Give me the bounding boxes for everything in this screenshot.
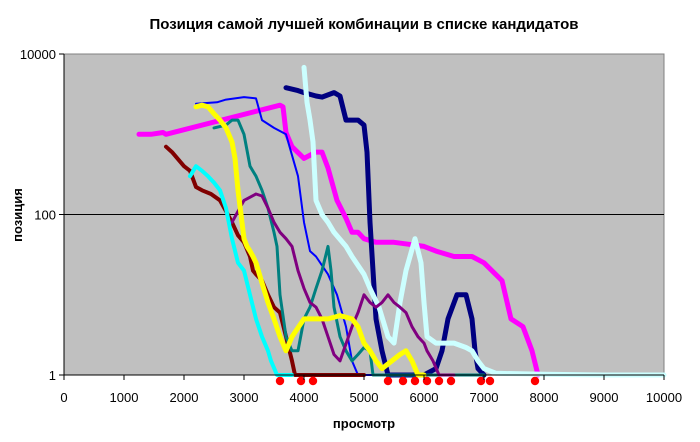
series-line-5 bbox=[164, 144, 366, 377]
marker-point-12 bbox=[530, 376, 540, 386]
y-tick-label-100: 100 bbox=[34, 208, 56, 223]
series-line-9 bbox=[188, 164, 294, 377]
y-axis-label: позиция bbox=[10, 188, 25, 242]
x-tick-label-9000: 9000 bbox=[590, 390, 619, 405]
marker-point-3 bbox=[308, 376, 318, 386]
x-tick-label-10000: 10000 bbox=[646, 390, 682, 405]
x-tick-label-0: 0 bbox=[60, 390, 67, 405]
x-tick-label-8000: 8000 bbox=[530, 390, 559, 405]
series-line-3 bbox=[195, 96, 485, 376]
series-line-4 bbox=[301, 64, 667, 378]
series-line-8 bbox=[193, 102, 427, 378]
series-line-7 bbox=[230, 192, 456, 377]
series-line-6 bbox=[212, 118, 486, 377]
marker-point-8 bbox=[434, 376, 444, 386]
y-tick-label-10000: 10000 bbox=[20, 47, 56, 62]
series-line-2 bbox=[283, 85, 487, 378]
marker-point-7 bbox=[422, 376, 432, 386]
chart-title: Позиция самой лучшей комбинации в списке… bbox=[149, 16, 578, 33]
marker-point-4 bbox=[383, 376, 393, 386]
x-tick-label-1000: 1000 bbox=[110, 390, 139, 405]
marker-point-5 bbox=[398, 376, 408, 386]
marker-point-9 bbox=[446, 376, 456, 386]
x-tick-label-5000: 5000 bbox=[350, 390, 379, 405]
x-tick-label-4000: 4000 bbox=[290, 390, 319, 405]
marker-point-2 bbox=[296, 376, 306, 386]
series-layer bbox=[136, 64, 667, 378]
x-ticks: 0 1000 2000 3000 4000 5000 6000 7000 8000 9000 100… bbox=[60, 375, 682, 405]
x-axis-label: просмотр bbox=[333, 416, 395, 431]
marker-point-11 bbox=[485, 376, 495, 386]
markers bbox=[275, 376, 540, 386]
y-tick-label-1: 1 bbox=[49, 368, 56, 383]
x-tick-label-3000: 3000 bbox=[230, 390, 259, 405]
x-tick-label-7000: 7000 bbox=[470, 390, 499, 405]
marker-point-1 bbox=[275, 376, 285, 386]
y-ticks: 1 100 10000 bbox=[20, 47, 64, 383]
marker-point-6 bbox=[410, 376, 420, 386]
marker-point-10 bbox=[476, 376, 486, 386]
series-line-1 bbox=[136, 102, 541, 378]
x-tick-label-6000: 6000 bbox=[410, 390, 439, 405]
x-tick-label-2000: 2000 bbox=[170, 390, 199, 405]
